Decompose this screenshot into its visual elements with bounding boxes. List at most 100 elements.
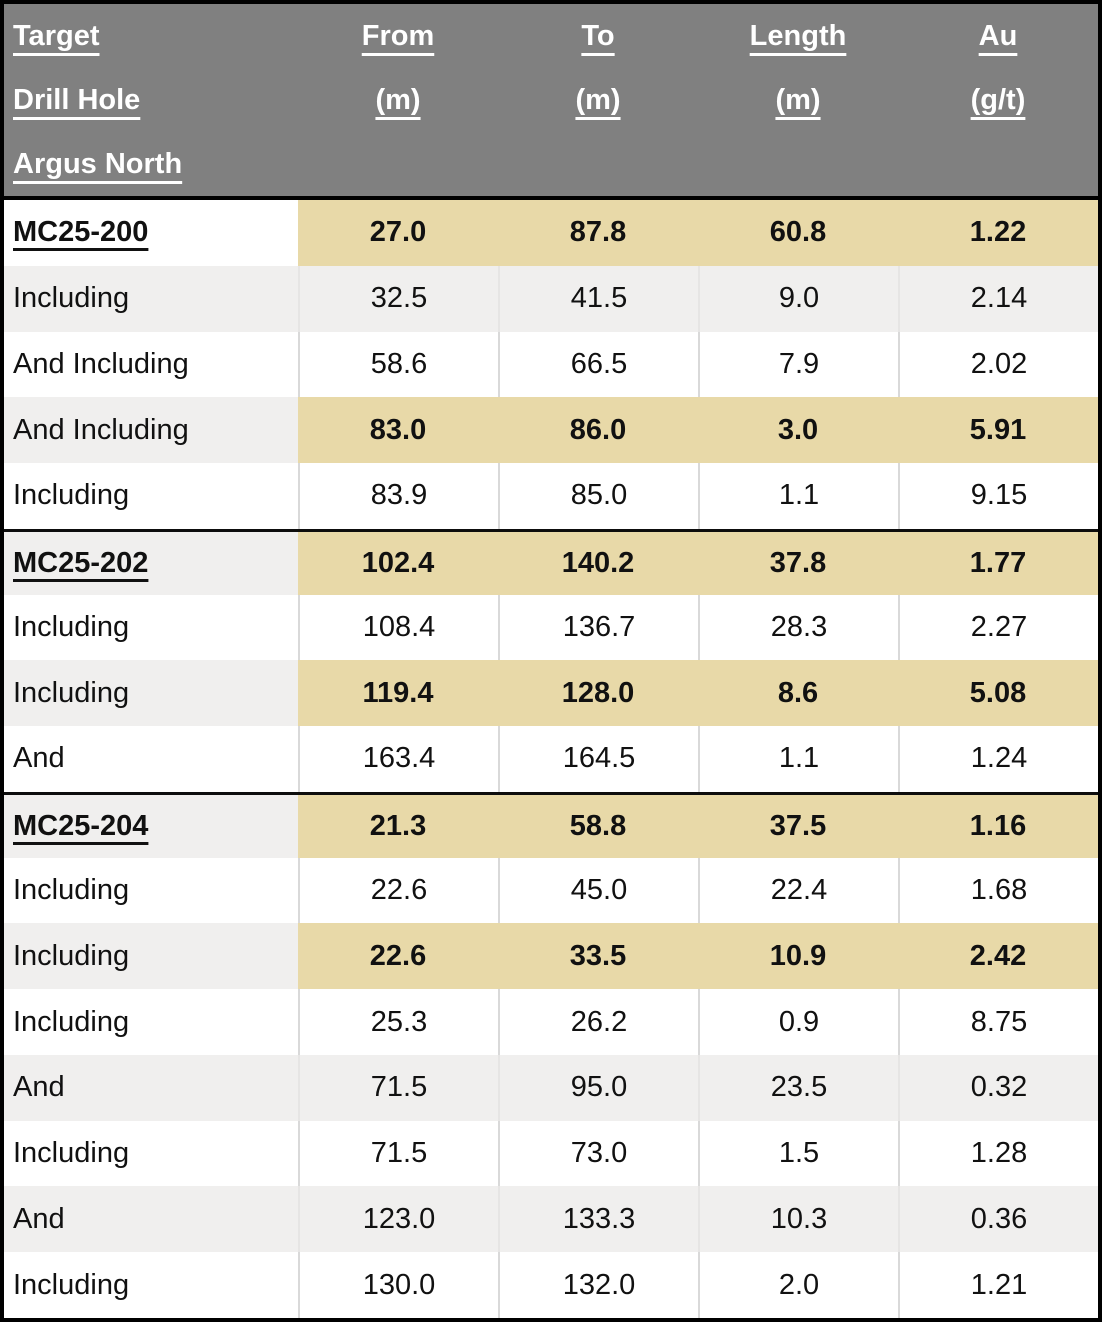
target-label-cell: Including bbox=[4, 858, 298, 924]
target-label-cell-text: MC25-200 bbox=[13, 216, 149, 249]
from-value-cell: 32.5 bbox=[298, 265, 498, 332]
length-value-cell-text: 9.0 bbox=[778, 282, 820, 315]
to-value-cell: 41.5 bbox=[498, 265, 698, 332]
length-value-cell: 23.5 bbox=[698, 1054, 898, 1121]
au-value-cell-text: 1.21 bbox=[970, 1268, 1028, 1301]
from-value-cell: 119.4 bbox=[298, 660, 498, 727]
to-value-cell: 128.0 bbox=[498, 660, 698, 727]
from-value-cell: 22.6 bbox=[298, 857, 498, 924]
au-value-cell-text: 5.08 bbox=[969, 676, 1027, 709]
length-value-cell-text: 10.3 bbox=[770, 1202, 828, 1235]
length-value-cell: 37.5 bbox=[698, 794, 898, 858]
to-value-cell-text: 133.3 bbox=[562, 1202, 636, 1235]
target-label-cell: Including bbox=[4, 1252, 298, 1318]
target-label-cell: MC25-202 bbox=[4, 532, 298, 595]
au-value-cell: 1.22 bbox=[898, 200, 1098, 266]
target-label-cell: Including bbox=[4, 595, 298, 661]
target-label-cell: Including bbox=[4, 660, 298, 726]
au-value-cell: 0.32 bbox=[898, 1054, 1098, 1121]
length-value-cell: 7.9 bbox=[698, 331, 898, 398]
au-value-cell-text: 1.28 bbox=[970, 1137, 1028, 1170]
from-value-cell-text: 123.0 bbox=[362, 1202, 436, 1235]
header-from-title: From bbox=[361, 19, 435, 52]
from-value-cell-text: 83.9 bbox=[370, 479, 428, 512]
from-value-cell: 58.6 bbox=[298, 331, 498, 398]
to-value-cell-text: 132.0 bbox=[562, 1268, 636, 1301]
to-value-cell: 95.0 bbox=[498, 1054, 698, 1121]
length-value-cell: 28.3 bbox=[698, 594, 898, 661]
table-row: Including 119.4 128.0 8.6 5.08 bbox=[4, 660, 1098, 727]
au-value-cell-text: 9.15 bbox=[970, 479, 1028, 512]
au-value-cell-text: 2.27 bbox=[970, 610, 1028, 643]
from-value-cell-text: 71.5 bbox=[370, 1137, 428, 1170]
au-value-cell: 1.24 bbox=[898, 726, 1098, 792]
au-value-cell: 2.42 bbox=[898, 923, 1098, 990]
target-label-cell-text: Including bbox=[13, 1005, 130, 1038]
au-value-cell-text: 2.42 bbox=[969, 939, 1027, 972]
to-value-cell-text: 87.8 bbox=[569, 216, 627, 249]
from-value-cell: 71.5 bbox=[298, 1120, 498, 1187]
to-value-cell-text: 58.8 bbox=[569, 809, 627, 842]
header-drill-hole-label: Drill Hole bbox=[13, 83, 141, 116]
header-au-title: Au bbox=[978, 19, 1018, 52]
target-label-cell: And bbox=[4, 1055, 298, 1121]
target-label-cell: And bbox=[4, 1186, 298, 1252]
from-value-cell-text: 21.3 bbox=[369, 809, 427, 842]
length-value-cell: 1.1 bbox=[698, 463, 898, 529]
target-label-cell-text: And Including bbox=[13, 347, 189, 380]
length-value-cell: 3.0 bbox=[698, 397, 898, 464]
to-value-cell-text: 164.5 bbox=[562, 742, 636, 775]
length-value-cell-text: 22.4 bbox=[770, 874, 828, 907]
from-value-cell: 163.4 bbox=[298, 726, 498, 792]
to-value-cell: 66.5 bbox=[498, 331, 698, 398]
from-value-cell: 83.0 bbox=[298, 397, 498, 464]
length-value-cell: 37.8 bbox=[698, 531, 898, 595]
target-label-cell: And Including bbox=[4, 397, 298, 463]
target-label-cell: Including bbox=[4, 923, 298, 989]
length-value-cell: 10.9 bbox=[698, 923, 898, 990]
table-row: Including 71.5 73.0 1.5 1.28 bbox=[4, 1120, 1098, 1187]
au-value-cell-text: 2.02 bbox=[970, 347, 1028, 380]
table-header: Target Drill Hole Argus North From (m) T… bbox=[4, 4, 1098, 200]
target-label-cell: Including bbox=[4, 1121, 298, 1187]
length-value-cell: 8.6 bbox=[698, 660, 898, 727]
au-value-cell-text: 1.68 bbox=[970, 874, 1028, 907]
to-value-cell-text: 128.0 bbox=[561, 676, 635, 709]
to-value-cell: 140.2 bbox=[498, 531, 698, 595]
to-value-cell: 86.0 bbox=[498, 397, 698, 464]
length-value-cell-text: 0.9 bbox=[778, 1005, 820, 1038]
length-value-cell-text: 10.9 bbox=[769, 939, 827, 972]
target-label-cell-text: And bbox=[13, 742, 65, 775]
to-value-cell: 133.3 bbox=[498, 1186, 698, 1253]
target-label-cell-text: And bbox=[13, 1202, 65, 1235]
table-row: MC25-204 21.3 58.8 37.5 1.16 bbox=[4, 791, 1098, 858]
from-value-cell-text: 119.4 bbox=[362, 676, 434, 709]
from-value-cell: 108.4 bbox=[298, 594, 498, 661]
from-value-cell: 22.6 bbox=[298, 923, 498, 990]
from-value-cell-text: 163.4 bbox=[362, 742, 436, 775]
au-value-cell: 1.28 bbox=[898, 1120, 1098, 1187]
table-row: Including 25.3 26.2 0.9 8.75 bbox=[4, 989, 1098, 1055]
au-value-cell-text: 0.32 bbox=[970, 1071, 1028, 1104]
from-value-cell-text: 83.0 bbox=[369, 413, 427, 446]
from-value-cell-text: 27.0 bbox=[369, 216, 427, 249]
length-value-cell-text: 37.5 bbox=[769, 809, 827, 842]
table-row: And 123.0 133.3 10.3 0.36 bbox=[4, 1186, 1098, 1253]
length-value-cell: 1.1 bbox=[698, 726, 898, 792]
length-value-cell: 60.8 bbox=[698, 200, 898, 266]
length-value-cell-text: 1.5 bbox=[778, 1137, 820, 1170]
to-value-cell-text: 136.7 bbox=[562, 610, 636, 643]
table-row: Including 130.0 132.0 2.0 1.21 bbox=[4, 1252, 1098, 1318]
au-value-cell: 1.77 bbox=[898, 531, 1098, 595]
target-label-cell: MC25-200 bbox=[4, 200, 298, 266]
to-value-cell-text: 86.0 bbox=[569, 413, 627, 446]
from-value-cell-text: 22.6 bbox=[370, 874, 428, 907]
from-value-cell: 83.9 bbox=[298, 463, 498, 529]
header-target-label: Target bbox=[13, 19, 100, 52]
to-value-cell: 164.5 bbox=[498, 726, 698, 792]
length-value-cell: 22.4 bbox=[698, 857, 898, 924]
header-length-title: Length bbox=[749, 19, 847, 52]
target-label-cell: Including bbox=[4, 266, 298, 332]
target-label-cell-text: Including bbox=[13, 939, 130, 972]
from-value-cell-text: 108.4 bbox=[362, 610, 436, 643]
